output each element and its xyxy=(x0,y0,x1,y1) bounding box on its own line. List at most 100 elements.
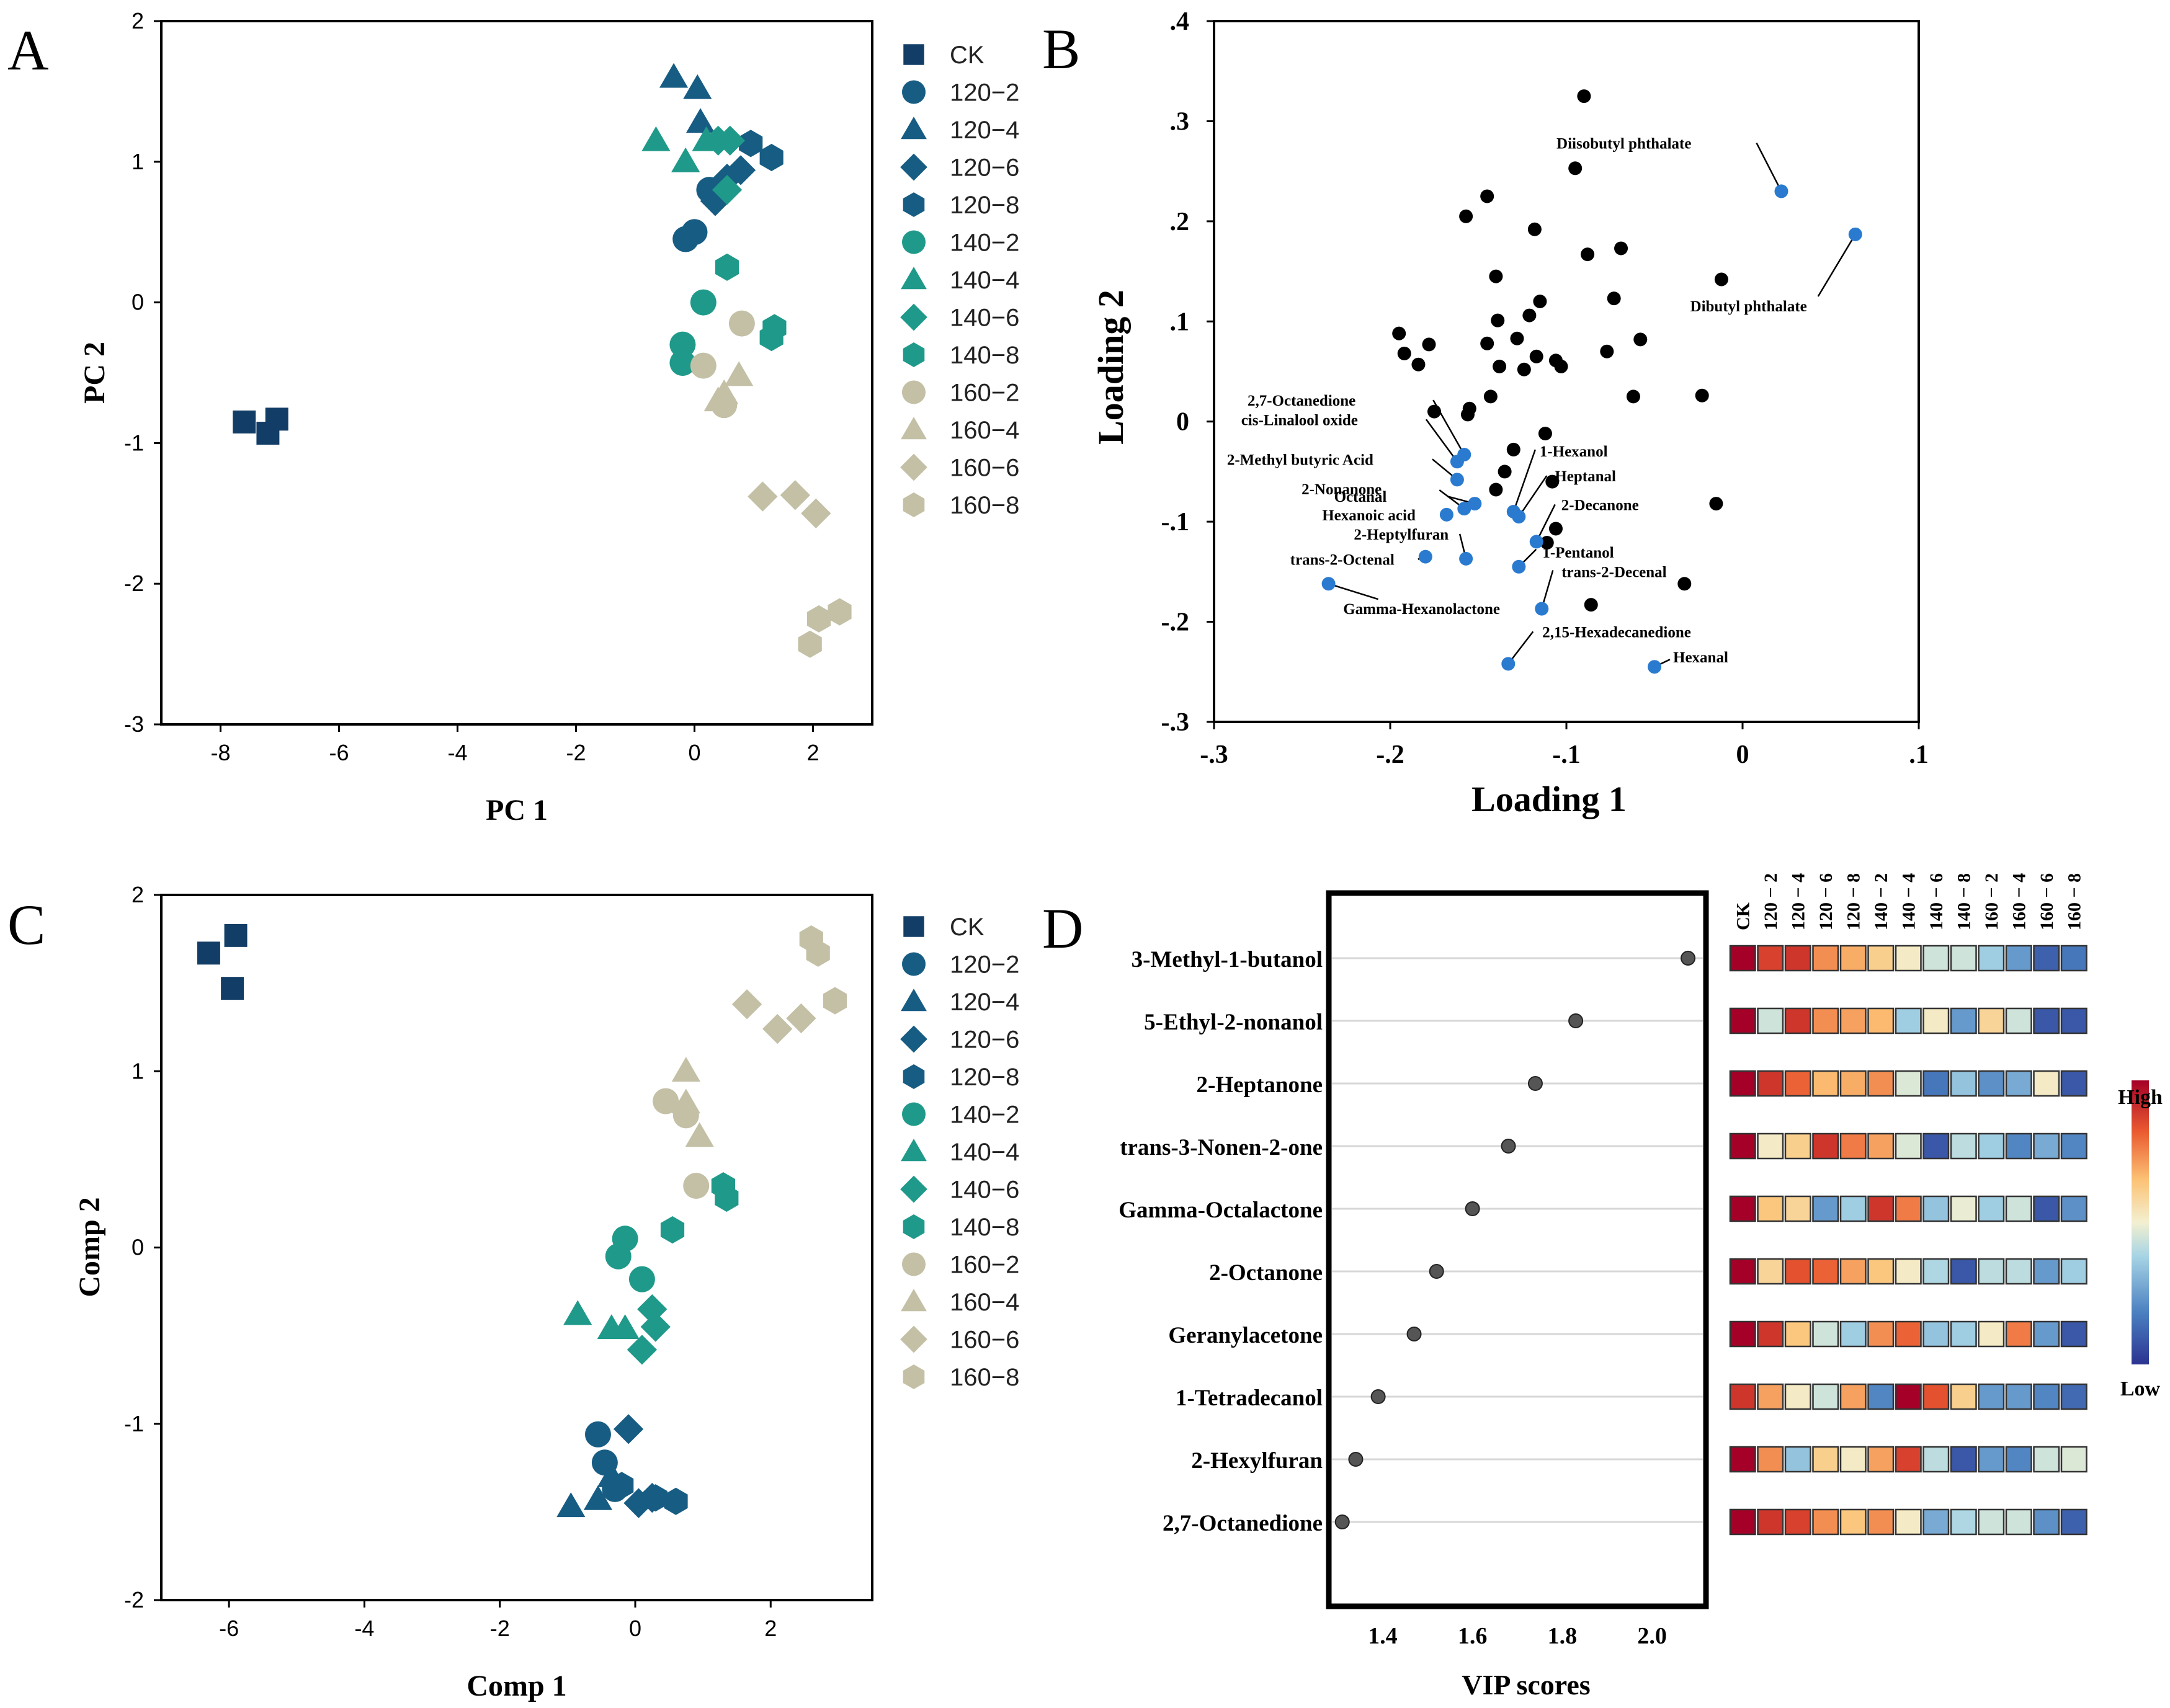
heatmap-cell xyxy=(2005,1258,2032,1285)
point-120-8 xyxy=(643,1484,668,1512)
point-160-8 xyxy=(807,605,831,633)
legend-marker-160-6 xyxy=(900,1325,927,1353)
heatmap-column-label: 160 − 6 xyxy=(2037,873,2057,930)
y-tick-label: .2 xyxy=(1170,208,1190,236)
legend-marker-ck xyxy=(903,44,924,65)
heatmap-cell xyxy=(1839,1446,1867,1473)
legend-marker-160-4 xyxy=(901,417,927,440)
compound-label-1-hexanol: 1-Hexanol xyxy=(1540,443,1608,460)
heatmap-colorbar: High Low xyxy=(2118,1080,2163,1400)
x-axis-label-a: PC 1 xyxy=(486,794,548,827)
heatmap-cell xyxy=(1784,1007,1811,1034)
point-160-4 xyxy=(725,361,754,386)
heatmap-cell xyxy=(1950,1320,1977,1348)
heatmap-column-label: 160 − 4 xyxy=(2009,873,2029,930)
heatmap-cell xyxy=(1757,1320,1784,1348)
legend-label: 160−2 xyxy=(950,1252,1019,1279)
heatmap-cell xyxy=(1922,1007,1950,1034)
x-tick-label: .1 xyxy=(1909,741,1929,769)
x-axis-label-b: Loading 1 xyxy=(1471,779,1627,819)
heatmap-cell xyxy=(1839,1195,1867,1222)
heatmap-cell xyxy=(2033,1383,2060,1410)
heatmap-cell xyxy=(1978,1070,2005,1097)
legend-label: 120−2 xyxy=(950,79,1019,107)
point-140-4 xyxy=(563,1300,592,1325)
vip-point xyxy=(1334,1515,1350,1529)
y-tick-label: .1 xyxy=(1170,308,1190,336)
legend-marker-160-6 xyxy=(900,453,927,481)
heatmap-cell xyxy=(1895,1132,1922,1160)
label-leader-line xyxy=(1512,449,1536,512)
scatter-points-a xyxy=(233,63,852,658)
point-160-2 xyxy=(653,1088,679,1114)
legend-marker-160-2 xyxy=(902,380,926,404)
x-tick-label: -.3 xyxy=(1200,741,1228,769)
label-leader-line xyxy=(1535,504,1556,542)
loading-point xyxy=(1480,189,1494,203)
label-leader-line xyxy=(1518,475,1548,517)
point-120-6 xyxy=(613,1414,644,1444)
heatmap-cell xyxy=(1867,1446,1895,1473)
heatmap-cell xyxy=(1950,1070,1977,1097)
point-ck xyxy=(221,977,244,1000)
heatmap-cell xyxy=(2033,945,2060,972)
point-120-8 xyxy=(610,1472,634,1500)
heatmap-column-label: 120 − 2 xyxy=(1761,873,1781,930)
point-120-8 xyxy=(759,143,784,171)
point-160-6 xyxy=(748,481,778,512)
point-160-6 xyxy=(801,498,831,528)
y-axis-ticks-b: -.3 -.2 -.1 0 .1 .2 .3 .4 xyxy=(1161,7,1214,737)
point-160-8 xyxy=(798,630,822,658)
panel-label-b: B xyxy=(1042,17,1080,81)
label-leader-line xyxy=(1817,234,1856,297)
loading-point xyxy=(1607,291,1621,306)
vip-compound-label: 2-Heptanone xyxy=(1197,1072,1323,1098)
heatmap-cell xyxy=(2033,1070,2060,1097)
point-160-6 xyxy=(762,1013,793,1044)
labeled-loading-point xyxy=(1439,507,1453,522)
point-120-2 xyxy=(681,219,708,246)
heatmap-cell xyxy=(1812,1320,1839,1348)
legend-label: 120−2 xyxy=(950,951,1019,979)
x-tick-label: 2 xyxy=(764,1616,777,1641)
x-tick-label: -4 xyxy=(354,1616,374,1641)
heatmap-cell xyxy=(1867,1007,1895,1034)
loading-point xyxy=(1489,269,1503,283)
heatmap-cell xyxy=(1922,1320,1950,1348)
heatmap-cell xyxy=(1729,1446,1756,1473)
vip-compound-label: 2-Hexylfuran xyxy=(1191,1448,1323,1474)
y-axis-ticks-c: -2 -1 0 1 2 xyxy=(124,882,161,1612)
loading-point xyxy=(1491,313,1505,327)
legend-marker-160-8 xyxy=(903,1364,925,1389)
heatmap-cell xyxy=(1867,1258,1895,1285)
point-140-8 xyxy=(660,1216,685,1244)
compound-label-2-7-octanedione: 2,7-Octanedione xyxy=(1248,393,1355,409)
vip-compound-label: 1-Tetradecanol xyxy=(1176,1386,1323,1411)
heatmap-cell xyxy=(1784,1508,1811,1536)
heatmap-cell xyxy=(1784,945,1811,972)
x-tick-label: 0 xyxy=(688,740,700,765)
loading-point xyxy=(1493,359,1507,373)
heatmap-cell xyxy=(1729,1007,1756,1034)
loading-point xyxy=(1600,344,1614,358)
panel-label-c: C xyxy=(7,893,45,956)
point-140-8 xyxy=(715,253,739,281)
y-tick-label: 1 xyxy=(132,149,144,174)
heatmap-cell xyxy=(1895,1320,1922,1348)
heatmap-cell xyxy=(1978,1446,2005,1473)
point-140-4 xyxy=(671,147,700,172)
colorbar-gradient xyxy=(2132,1080,2149,1364)
labeled-loading-point xyxy=(1457,502,1471,516)
labeled-loading-point xyxy=(1529,535,1543,549)
legend-label: 140−8 xyxy=(950,342,1019,369)
loading-point xyxy=(1527,222,1542,236)
heatmap-column-label: 120 − 4 xyxy=(1788,873,1808,930)
y-tick-label: -.3 xyxy=(1161,708,1190,737)
vip-x-axis-ticks: 1.4 1.6 1.8 2.0 xyxy=(1368,1623,1667,1649)
point-120-6 xyxy=(725,155,756,185)
point-140-4 xyxy=(610,1314,640,1340)
loading-point xyxy=(1397,346,1411,360)
heatmap-column-label: CK xyxy=(1733,902,1753,930)
heatmap-cell xyxy=(1812,1070,1839,1097)
compound-label-2-heptylfuran: 2-Heptylfuran xyxy=(1354,527,1449,543)
